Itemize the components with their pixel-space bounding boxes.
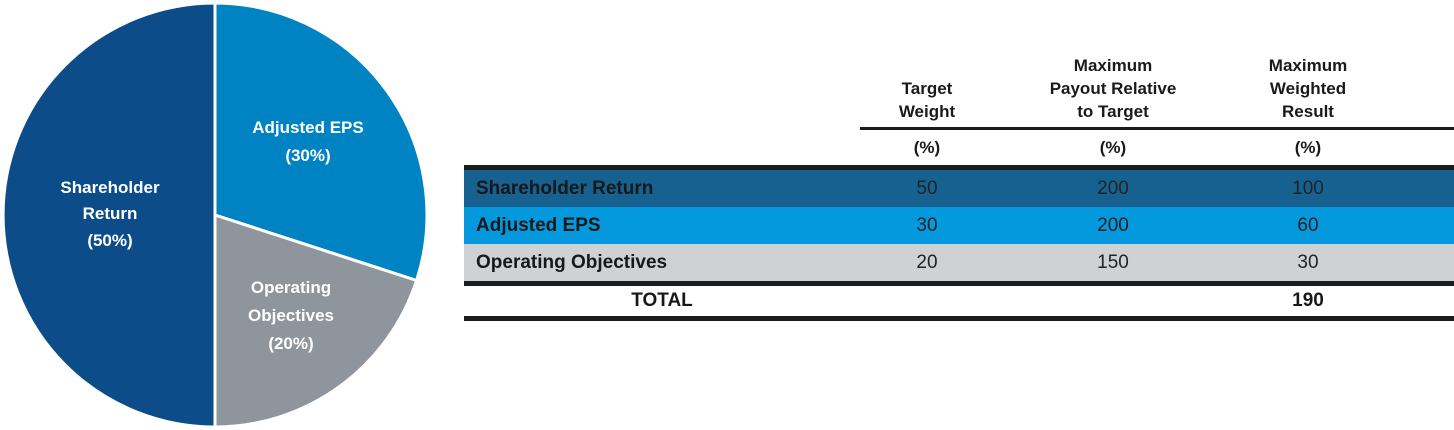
table-header-row: Target Weight Maximum Payout Relative to…	[464, 0, 1454, 130]
unit-max-weighted: (%)	[1294, 138, 1322, 157]
divider-top-thick	[464, 165, 1454, 170]
pie-label-line: (50%)	[87, 231, 132, 250]
header-line: Weight	[898, 102, 956, 121]
header-line: Target	[901, 79, 953, 98]
pie-label-line: Operating	[251, 278, 331, 297]
header-columns: Target Weight Maximum Payout Relative to…	[860, 54, 1454, 130]
header-line: Weighted	[1269, 79, 1347, 98]
row-label: Shareholder Return	[476, 177, 654, 199]
column-header-target-weight: Target Weight	[860, 77, 994, 127]
header-line: Payout Relative	[1049, 79, 1177, 98]
header-line: Maximum	[1073, 56, 1153, 75]
column-header-max-payout: Maximum Payout Relative to Target	[994, 54, 1232, 127]
row-label: Adjusted EPS	[476, 214, 601, 236]
payout-table: Target Weight Maximum Payout Relative to…	[464, 0, 1454, 321]
cell-max-weighted: 60	[1297, 214, 1319, 236]
unit-row: (%) (%) (%)	[464, 130, 1454, 165]
pie-slice-shareholder-return	[1, 1, 217, 429]
unit-max-payout: (%)	[1099, 138, 1127, 157]
table-row-total: TOTAL 190	[464, 286, 1454, 316]
header-line: Maximum	[1268, 56, 1348, 75]
unit-spacer	[464, 130, 860, 165]
cell-max-payout: 200	[1097, 177, 1129, 199]
table-row-adjusted-eps: Adjusted EPS 30 200 60	[464, 207, 1454, 244]
pie-label-line: Shareholder	[60, 178, 160, 197]
unit-target-weight: (%)	[913, 138, 941, 157]
pie-label-line: (30%)	[285, 146, 330, 165]
pie-chart-svg: Shareholder Return (50%) Adjusted EPS (3…	[1, 1, 429, 429]
header-line: Result	[1282, 102, 1334, 121]
row-label: Operating Objectives	[476, 251, 668, 273]
divider-above-total	[464, 281, 1454, 286]
pie-chart: Shareholder Return (50%) Adjusted EPS (3…	[0, 0, 432, 430]
pie-label-line: Return	[83, 204, 138, 223]
cell-max-payout: 150	[1097, 251, 1129, 273]
pie-label-line: (20%)	[268, 334, 313, 353]
pie-slice-label-operating-objectives: Operating Objectives (20%)	[248, 278, 334, 353]
header-line: to Target	[1077, 102, 1149, 121]
total-max-weighted: 190	[1292, 290, 1324, 311]
total-label: TOTAL	[631, 290, 693, 311]
cell-target-weight: 50	[916, 177, 938, 199]
cell-target-weight: 20	[916, 251, 938, 273]
column-header-max-weighted: Maximum Weighted Result	[1232, 54, 1454, 127]
cell-max-weighted: 100	[1292, 177, 1324, 199]
cell-max-payout: 200	[1097, 214, 1129, 236]
pie-slice-label-adjusted-eps: Adjusted EPS (30%)	[252, 118, 363, 165]
pie-slice-label-shareholder-return: Shareholder Return (50%)	[60, 178, 160, 250]
pie-label-line: Adjusted EPS	[252, 118, 363, 137]
pie-slice-operating-objectives	[213, 213, 419, 429]
pie-slice-adjusted-eps	[213, 1, 429, 282]
table-row-shareholder-return: Shareholder Return 50 200 100	[464, 170, 1454, 207]
table-row-operating-objectives: Operating Objectives 20 150 30	[464, 244, 1454, 281]
cell-max-weighted: 30	[1297, 251, 1319, 273]
cell-target-weight: 30	[916, 214, 938, 236]
divider-bottom-thick	[464, 316, 1454, 321]
pie-label-line: Objectives	[248, 306, 334, 325]
